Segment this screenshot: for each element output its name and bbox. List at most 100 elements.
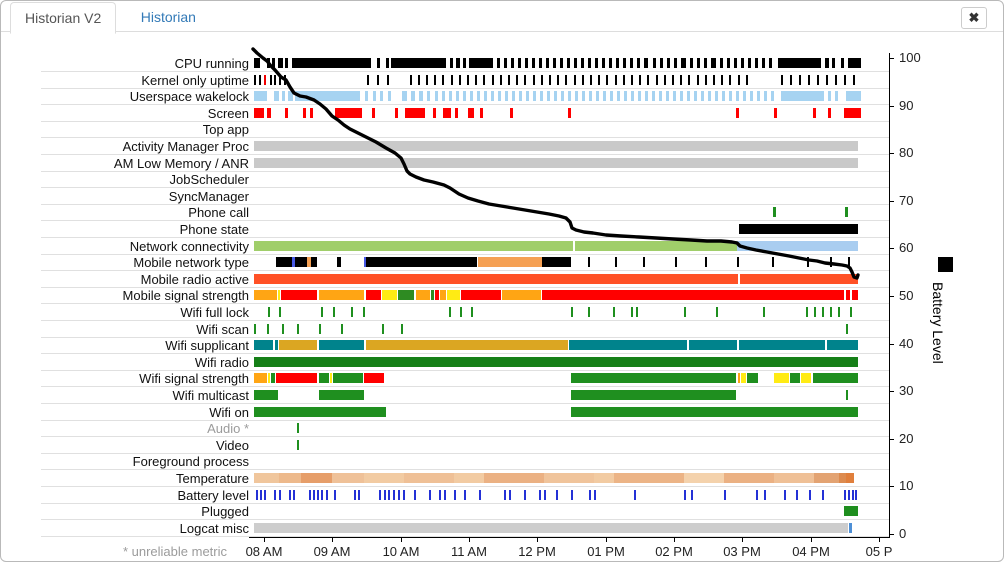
timeline-segment xyxy=(254,157,858,168)
timeline-segment xyxy=(617,91,620,102)
timeline-segment xyxy=(814,307,816,317)
timeline-segment xyxy=(442,91,445,102)
x-tick-label: 02 PM xyxy=(655,544,693,559)
timeline-row-mobile-network-type: Mobile network type xyxy=(41,254,889,272)
x-tick xyxy=(742,537,743,542)
timeline-segment xyxy=(539,489,541,500)
timeline-segment xyxy=(660,58,663,68)
timeline-segment xyxy=(656,74,658,85)
row-label: CPU running xyxy=(174,56,249,71)
timeline-segment xyxy=(634,489,636,500)
timeline-segment xyxy=(673,91,676,102)
timeline-segment xyxy=(384,489,386,500)
timeline-segment xyxy=(341,323,343,334)
tab-historian[interactable]: Historian xyxy=(140,9,196,25)
x-tick-label: 09 AM xyxy=(313,544,351,559)
timeline-segment xyxy=(806,307,808,317)
timeline-segment xyxy=(477,91,480,102)
timeline-segment xyxy=(469,58,493,68)
timeline-segment xyxy=(518,58,521,68)
timeline-segment xyxy=(274,74,276,85)
timeline-segment xyxy=(516,74,518,85)
timeline-segment xyxy=(784,489,786,500)
timeline-segment xyxy=(664,74,666,85)
timeline-segment xyxy=(631,307,633,317)
timeline-segment xyxy=(460,307,462,317)
timeline-segment xyxy=(260,489,262,500)
y-tick-label: 40 xyxy=(899,335,914,351)
timeline-segment xyxy=(512,91,515,102)
timeline-segment xyxy=(500,74,502,85)
y-tick xyxy=(889,58,894,59)
x-tick xyxy=(606,537,607,542)
timeline-row-temperature: Temperature xyxy=(41,470,889,487)
row-label: Userspace wakelock xyxy=(129,89,249,105)
row-label: Mobile signal strength xyxy=(122,288,249,304)
timeline-segment xyxy=(519,91,522,102)
timeline-segment xyxy=(279,489,281,500)
timeline-segment xyxy=(846,473,854,483)
timeline-segment xyxy=(565,74,567,85)
timeline-segment xyxy=(274,489,276,500)
timeline-segment xyxy=(638,91,641,102)
timeline-segment xyxy=(505,91,508,102)
timeline-segment xyxy=(267,58,270,68)
battery-level-legend-swatch xyxy=(938,257,953,272)
y-tick xyxy=(889,200,894,202)
timeline-segment xyxy=(504,58,507,68)
timeline-row-wifi-supplicant: Wifi supplicant xyxy=(41,337,889,355)
timeline-segment xyxy=(289,489,291,500)
timeline-segment xyxy=(687,91,690,102)
timeline-segment xyxy=(270,74,272,85)
timeline-segment xyxy=(790,74,792,85)
timeline-segment xyxy=(382,290,397,301)
row-track xyxy=(254,171,889,187)
row-label: Phone state xyxy=(179,222,249,237)
y-tick xyxy=(889,296,894,297)
row-label: Audio * xyxy=(207,421,249,437)
close-icon[interactable]: ✖ xyxy=(961,7,987,29)
timeline-segment xyxy=(849,522,852,533)
timeline-segment xyxy=(443,107,451,118)
timeline-segment xyxy=(313,489,315,500)
timeline-segment xyxy=(848,489,850,500)
timeline-row-am-low-memory-anr: AM Low Memory / ANR xyxy=(41,155,889,172)
timeline-row-mobile-radio-active: Mobile radio active xyxy=(41,271,889,288)
timeline-segment xyxy=(279,307,281,317)
row-label: Top app xyxy=(202,122,249,138)
timeline-row-wifi-radio: Wifi radio xyxy=(41,354,889,371)
timeline-segment xyxy=(680,74,682,85)
timeline-segment xyxy=(254,107,264,118)
timeline-segment xyxy=(547,91,550,102)
timeline-segment xyxy=(410,74,412,85)
tab-historian-v2[interactable]: Historian V2 xyxy=(10,2,117,34)
timeline-segment xyxy=(571,390,736,400)
timeline-segment xyxy=(509,489,511,500)
timeline-segment xyxy=(773,207,776,218)
timeline-row-wifi-scan: Wifi scan xyxy=(41,321,889,338)
timeline-row-wifi-multicast: Wifi multicast xyxy=(41,387,889,404)
y-axis-title: Battery Level xyxy=(930,282,946,364)
timeline-segment xyxy=(561,91,564,102)
timeline-segment xyxy=(636,307,638,317)
timeline-segment xyxy=(588,58,591,68)
timeline-segment xyxy=(463,58,466,68)
timeline-segment xyxy=(838,307,840,317)
timeline-segment xyxy=(333,373,363,384)
timeline-segment xyxy=(615,257,617,268)
timeline-segment xyxy=(279,74,281,85)
timeline-row-battery-level: Battery level xyxy=(41,487,889,504)
timeline-segment xyxy=(546,58,549,68)
timeline-segment xyxy=(526,91,529,102)
timeline-segment xyxy=(310,107,313,118)
timeline-segment xyxy=(582,74,584,85)
row-track xyxy=(254,155,889,171)
timeline-segment xyxy=(581,58,584,68)
timeline-segment xyxy=(598,74,600,85)
row-label: Screen xyxy=(207,105,249,121)
timeline-segment xyxy=(386,58,389,68)
timeline-segment xyxy=(588,307,590,317)
timeline-segment xyxy=(697,58,700,68)
timeline-segment xyxy=(498,91,501,102)
